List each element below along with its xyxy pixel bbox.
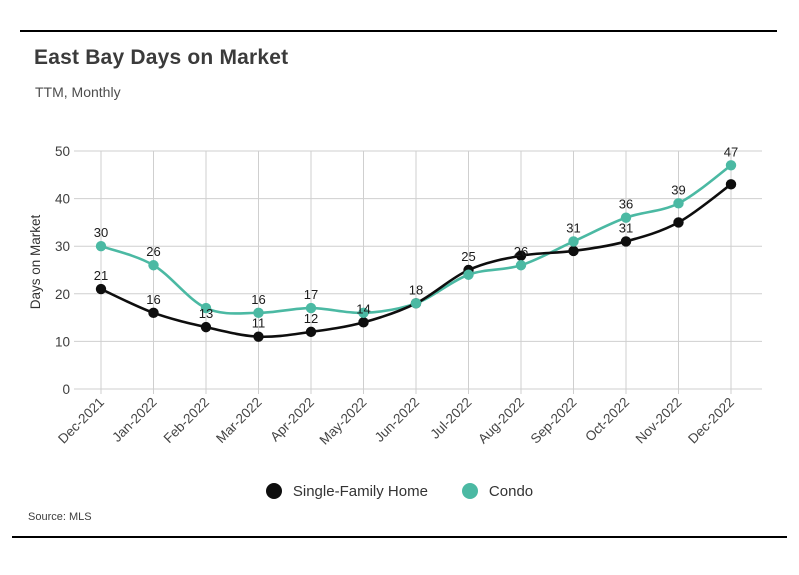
- x-tick-label: Dec-2022: [685, 395, 737, 447]
- legend-label-condo: Condo: [488, 482, 534, 500]
- x-tick-label: Jul-2022: [427, 395, 474, 442]
- x-tick-label: Feb-2022: [161, 395, 212, 446]
- bottom-rule: [12, 536, 787, 538]
- data-point: [725, 160, 737, 171]
- data-label: 31: [566, 220, 580, 235]
- data-label: 16: [251, 292, 265, 307]
- data-point: [305, 326, 317, 338]
- data-point: [148, 307, 159, 319]
- legend-item-condo: Condo: [461, 482, 534, 500]
- legend-item-single-family-home: Single-Family Home: [265, 482, 428, 500]
- y-axis-ticks: 0 10 20 30 40 50: [55, 144, 70, 397]
- data-point: [200, 321, 212, 333]
- legend-label-single-family-home: Single-Family Home: [292, 482, 428, 500]
- chart-subtitle: TTM, Monthly: [35, 84, 121, 100]
- data-point: [725, 179, 737, 190]
- x-tick-label: Sep-2022: [528, 395, 580, 447]
- data-point: [253, 307, 264, 319]
- data-label: 18: [409, 282, 423, 297]
- x-tick-label: May-2022: [317, 395, 370, 448]
- line-chart: 0 10 20 30 40 50 Days on Market Dec-2021 Jan-202…: [28, 144, 762, 448]
- data-point: [253, 331, 264, 342]
- y-axis-title: Days on Market: [28, 214, 43, 309]
- chart-title: East Bay Days on Market: [34, 46, 289, 69]
- data-point: [515, 250, 527, 261]
- top-rule: [20, 30, 777, 32]
- data-label: 26: [146, 244, 160, 259]
- y-tick-label: 40: [55, 192, 70, 207]
- x-tick-label: Mar-2022: [213, 395, 264, 446]
- data-label: 30: [94, 225, 108, 240]
- data-point: [305, 302, 317, 314]
- data-label: 12: [304, 311, 318, 326]
- y-tick-label: 30: [55, 239, 70, 254]
- data-point: [358, 317, 369, 328]
- data-point: [620, 212, 632, 223]
- data-point: [568, 236, 579, 247]
- data-point: [568, 245, 579, 257]
- data-label: 16: [146, 292, 160, 307]
- y-tick-label: 50: [55, 144, 70, 159]
- x-tick-label: Jun-2022: [372, 395, 422, 445]
- data-label: 36: [619, 197, 633, 212]
- data-label: 11: [252, 316, 266, 331]
- x-tick-label: Aug-2022: [475, 395, 527, 447]
- x-tick-label: Oct-2022: [582, 395, 632, 445]
- data-label: 21: [94, 268, 108, 283]
- source-note: Source: MLS: [28, 511, 92, 523]
- data-label: 26: [514, 244, 528, 259]
- data-point: [410, 298, 422, 309]
- x-tick-label: Jan-2022: [109, 395, 159, 445]
- x-tick-label: Dec-2021: [55, 395, 107, 447]
- data-point: [200, 302, 212, 314]
- x-tick-label: Nov-2022: [633, 395, 685, 447]
- data-labels-single-family-home: 21 16 13 11 12 14 25 31: [94, 220, 633, 330]
- data-point: [620, 236, 632, 247]
- legend-marker-condo-icon: [461, 483, 478, 499]
- data-point: [358, 307, 369, 319]
- data-point: [95, 241, 107, 252]
- y-tick-label: 20: [55, 287, 70, 302]
- data-labels-condo: 30 26 16 17 18 26 31 36 39 47: [94, 144, 738, 307]
- data-point: [673, 198, 684, 209]
- data-point: [515, 260, 527, 271]
- legend: Single-Family Home Condo: [0, 478, 799, 504]
- data-point: [463, 269, 474, 280]
- data-label: 25: [461, 249, 475, 264]
- data-label: 47: [724, 144, 738, 159]
- y-tick-label: 10: [55, 334, 70, 349]
- data-points-condo: [95, 160, 737, 319]
- x-tick-label: Apr-2022: [267, 395, 317, 445]
- data-label: 14: [356, 301, 370, 316]
- data-point: [95, 283, 107, 295]
- data-label: 31: [619, 220, 633, 235]
- data-label: 13: [199, 306, 213, 321]
- y-tick-label: 0: [62, 382, 70, 397]
- gridlines: [74, 150, 762, 394]
- data-point: [148, 260, 159, 271]
- legend-marker-single-family-icon: [265, 483, 282, 499]
- data-label: 39: [671, 182, 685, 197]
- x-axis-ticks: Dec-2021 Jan-2022 Feb-2022 Mar-2022 Apr-2022…: [55, 395, 737, 448]
- data-label: 17: [304, 287, 318, 302]
- data-point: [673, 217, 684, 228]
